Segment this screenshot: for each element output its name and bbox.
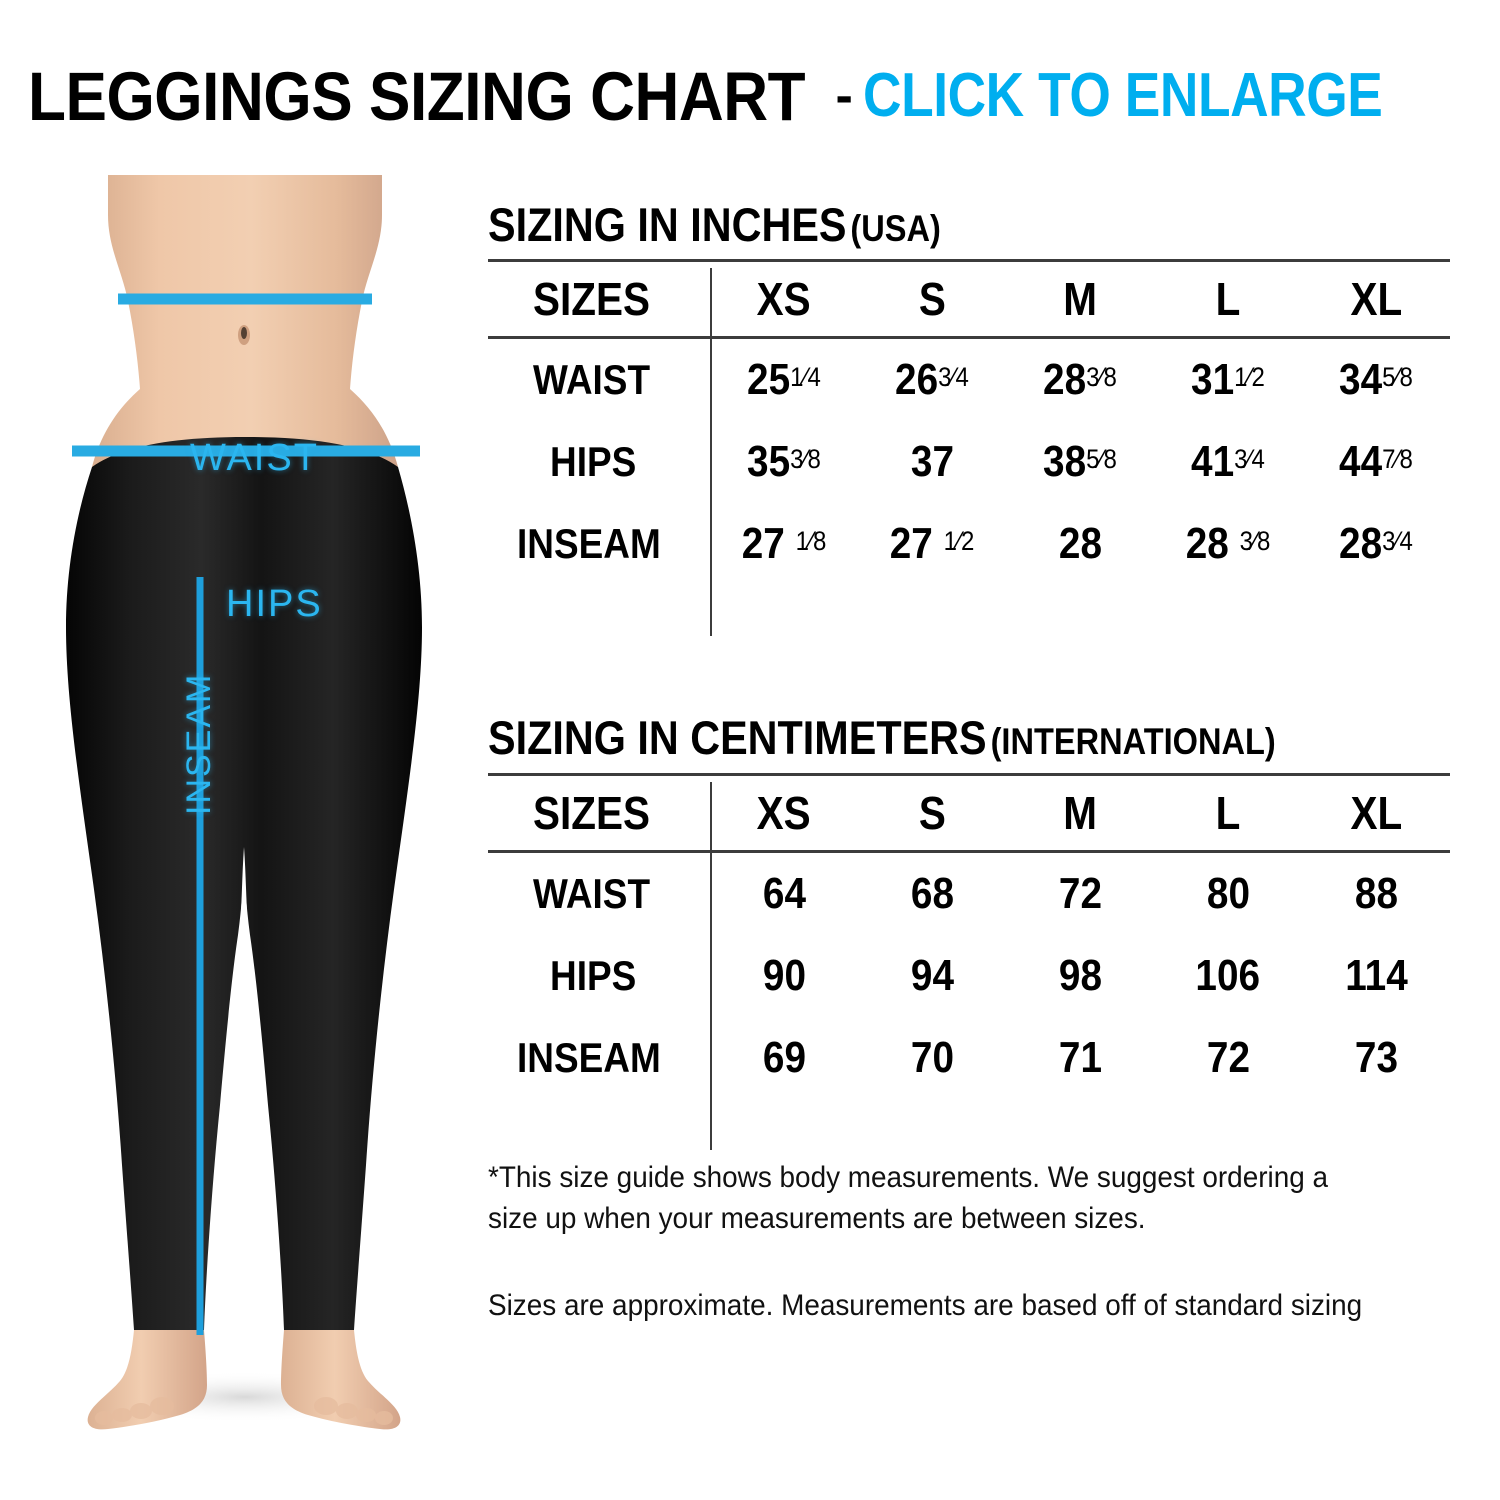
leggings-illustration [66,175,422,1430]
cm-column-divider [710,781,712,1150]
cm-waist-s: 68 [910,868,954,918]
cm-inseam-xs: 69 [762,1032,806,1082]
inches-col-s: S [918,273,946,326]
inches-col-l: L [1215,273,1241,326]
cm-header-row: SIZES XS S M L XL [488,776,1450,850]
cm-size-table: SIZES XS S M L XL [488,776,1450,850]
inches-body-table: WAIST 251⁄4 263⁄4 283⁄8 311⁄2 345⁄8 HIPS… [488,339,1450,585]
inches-section-heading: SIZING IN INCHES (USA) [488,200,1337,249]
inches-row-inseam-label: INSEAM [517,520,662,568]
page-title-main: LEGGINGS SIZING CHART [28,57,806,135]
table-row: WAIST 251⁄4 263⁄4 283⁄8 311⁄2 345⁄8 [488,339,1450,421]
sizing-tables-pane: SIZING IN INCHES (USA) SIZES XS S M L XL [488,200,1453,1327]
inches-column-divider [710,268,712,637]
navel-inner [241,327,247,339]
table-row: WAIST 64 68 72 80 88 [488,853,1450,935]
cm-hips-xl: 114 [1344,950,1408,1000]
cm-col-xl: XL [1350,786,1402,839]
centimeters-table-section: SIZING IN CENTIMETERS (INTERNATIONAL) SI… [488,713,1453,1150]
inches-hips-xs: 353⁄8 [747,437,821,487]
table-row: INSEAM 69 70 71 72 73 [488,1017,1450,1099]
cm-heading-main: SIZING IN CENTIMETERS [488,711,987,765]
inches-inseam-l: 28 3⁄8 [1185,519,1271,569]
inches-hips-s: 37 [910,437,954,487]
inches-row-header-label: SIZES [532,273,650,326]
right-foot [281,1330,401,1430]
cm-section-heading: SIZING IN CENTIMETERS (INTERNATIONAL) [488,713,1337,762]
inches-inseam-xl: 283⁄4 [1339,519,1413,569]
cm-header-rule [488,849,1450,853]
cm-row-inseam-label: INSEAM [517,1033,662,1081]
inches-col-xs: XS [756,273,812,326]
title-separator: - [835,67,853,125]
footnote-body-measurements: *This size guide shows body measurements… [488,1160,1329,1236]
inches-col-xl: XL [1350,273,1402,326]
cm-inseam-m: 71 [1058,1032,1102,1082]
footnote-approximate-sizes: Sizes are approximate. Measurements are … [488,1289,1363,1323]
cm-hips-s: 94 [910,950,954,1000]
inches-waist-xs: 251⁄4 [747,355,821,405]
leggings-garment [66,437,422,1330]
inches-table-wrap: SIZES XS S M L XL WAIST 251 [488,262,1453,637]
table-row: HIPS 90 94 98 106 114 [488,935,1450,1017]
cm-body-table: WAIST 64 68 72 80 88 HIPS 90 94 98 [488,853,1450,1099]
toes [95,1397,393,1425]
inches-row-waist-label: WAIST [532,356,650,404]
cm-hips-xs: 90 [762,950,806,1000]
cm-hips-m: 98 [1058,950,1102,1000]
cm-inseam-l: 72 [1206,1032,1250,1082]
left-foot [87,1330,207,1430]
cm-col-m: M [1063,786,1097,839]
inches-inseam-xs: 27 1⁄8 [741,519,827,569]
inches-hips-xl: 447⁄8 [1339,437,1413,487]
inches-inseam-m: 28 [1058,519,1102,569]
cm-waist-l: 80 [1206,868,1250,918]
cm-row-waist-label: WAIST [532,869,650,917]
cm-table-wrap: SIZES XS S M L XL WAIST 64 [488,776,1453,1150]
inches-header-row: SIZES XS S M L XL [488,262,1450,336]
cm-waist-xl: 88 [1354,868,1398,918]
inches-table-section: SIZING IN INCHES (USA) SIZES XS S M L XL [488,200,1453,637]
thigh-gap [232,847,256,1047]
inches-waist-l: 311⁄2 [1191,355,1265,405]
section-gap [488,585,1453,713]
cm-heading-rule [488,772,1450,776]
torso-skin [92,175,398,467]
inches-hips-l: 413⁄4 [1191,437,1265,487]
inches-waist-m: 283⁄8 [1043,355,1117,405]
cm-waist-m: 72 [1058,868,1102,918]
inches-heading-note: (USA) [850,208,941,249]
table-row: HIPS 353⁄8 37 385⁄8 413⁄4 447⁄8 [488,421,1450,503]
inches-hips-m: 385⁄8 [1043,437,1117,487]
inches-heading-rule [488,259,1450,263]
cm-col-l: L [1215,786,1241,839]
cm-inseam-xl: 73 [1354,1032,1398,1082]
inches-col-m: M [1063,273,1097,326]
inches-heading-main: SIZING IN INCHES [488,198,847,251]
inches-waist-xl: 345⁄8 [1339,355,1413,405]
footnotes: *This size guide shows body measurements… [488,1157,1448,1327]
cm-inseam-s: 70 [910,1032,954,1082]
cm-row-hips-label: HIPS [549,951,637,999]
inches-inseam-s: 27 1⁄2 [889,519,975,569]
inches-size-table: SIZES XS S M L XL [488,262,1450,336]
inches-waist-s: 263⁄4 [895,355,969,405]
leggings-figure[interactable]: WAIST HIPS INSEAM [30,175,460,1475]
cm-col-xs: XS [756,786,812,839]
cm-waist-xs: 64 [762,868,806,918]
cm-hips-l: 106 [1195,950,1261,1000]
table-row: INSEAM 27 1⁄8 27 1⁄2 28 28 3⁄8 283⁄4 [488,503,1450,585]
page-title: LEGGINGS SIZING CHART - CLICK TO ENLARGE [28,56,1472,136]
cm-col-s: S [918,786,946,839]
click-to-enlarge-label[interactable]: CLICK TO ENLARGE [862,61,1383,130]
inches-row-hips-label: HIPS [549,438,637,486]
cm-heading-note: (INTERNATIONAL) [990,721,1276,763]
cm-row-header-label: SIZES [532,786,650,839]
inches-header-rule [488,336,1450,340]
